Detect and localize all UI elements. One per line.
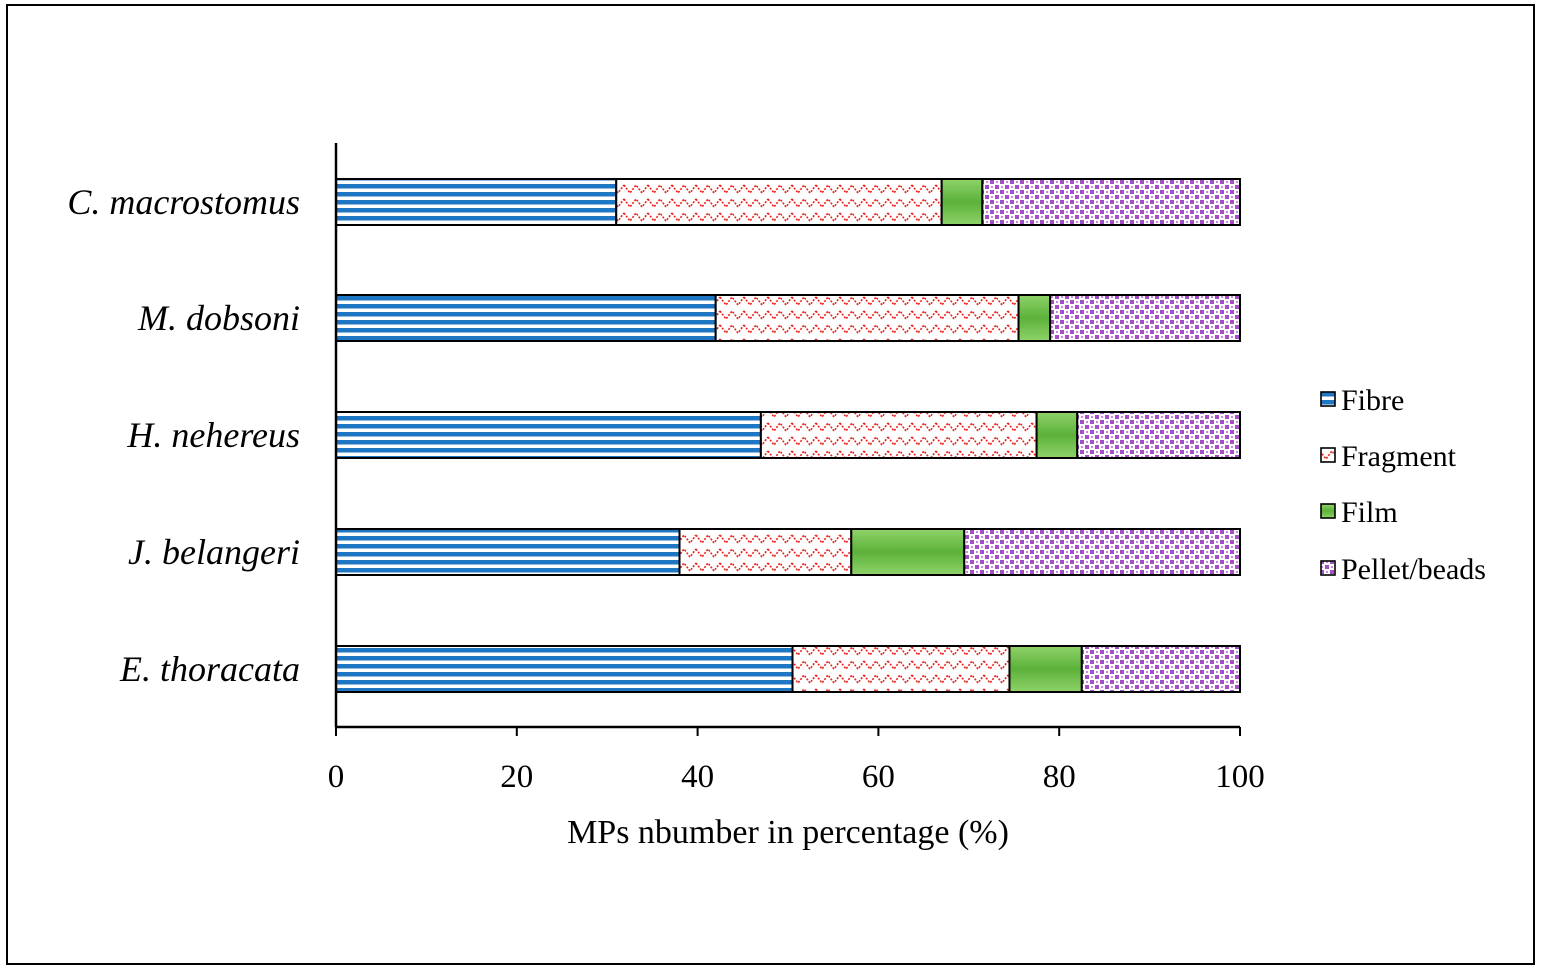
bar-m-dobsoni-pellet-beads	[1049, 294, 1242, 342]
legend-swatch-fragment	[1320, 447, 1336, 463]
x-tick-label-20: 20	[500, 759, 533, 795]
bar-h-nehereus-fragment	[759, 411, 1038, 459]
bar-m-dobsoni-fibre	[335, 294, 717, 342]
category-label-e-thoracata: E. thoracata	[119, 649, 300, 689]
x-axis-title: MPs nbumber in percentage (%)	[567, 814, 1009, 851]
bar-c-macrostomus-pellet-beads	[981, 178, 1241, 226]
x-tick-label-60: 60	[862, 759, 895, 795]
bar-e-thoracata-pellet-beads	[1080, 645, 1242, 693]
x-tick-label-100: 100	[1215, 759, 1265, 795]
bar-j-belangeri-film	[850, 528, 966, 576]
x-tick-label-0: 0	[328, 759, 345, 795]
bar-j-belangeri-fibre	[335, 528, 681, 576]
category-label-h-nehereus: H. nehereus	[126, 415, 300, 455]
chart-frame	[6, 4, 1535, 965]
bar-h-nehereus-film	[1035, 411, 1079, 459]
bar-h-nehereus-pellet-beads	[1076, 411, 1242, 459]
labels-group: C. macrostomus M. dobsoni H. nehereus J. be…	[67, 182, 1264, 851]
axes-group	[334, 143, 1241, 736]
category-label-c-macrostomus: C. macrostomus	[67, 182, 300, 222]
bar-e-thoracata-fragment	[791, 645, 1011, 693]
bar-m-dobsoni-fragment	[714, 294, 1020, 342]
bars-group	[335, 178, 1242, 693]
bar-e-thoracata-film	[1008, 645, 1083, 693]
bar-e-thoracata-fibre	[335, 645, 794, 693]
x-tick-label-80: 80	[1043, 759, 1076, 795]
legend-label-film: Film	[1341, 496, 1398, 529]
legend-swatch-fibre	[1320, 391, 1336, 407]
category-label-m-dobsoni: M. dobsoni	[137, 298, 300, 338]
bar-c-macrostomus-film	[940, 178, 984, 226]
bar-c-macrostomus-fragment	[615, 178, 943, 226]
legend-swatch-pellet-beads	[1320, 560, 1336, 576]
bar-m-dobsoni-film	[1017, 294, 1052, 342]
legend: Fibre Fragment Film Pellet/beads	[1320, 384, 1486, 586]
legend-label-pellet-beads: Pellet/beads	[1341, 553, 1486, 586]
category-label-j-belangeri: J. belangeri	[128, 532, 300, 572]
bar-j-belangeri-pellet-beads	[963, 528, 1242, 576]
legend-swatch-film	[1320, 503, 1336, 519]
legend-label-fibre: Fibre	[1341, 384, 1404, 417]
legend-label-fragment: Fragment	[1341, 440, 1457, 473]
bar-j-belangeri-fragment	[678, 528, 853, 576]
x-tick-label-40: 40	[681, 759, 714, 795]
bar-h-nehereus-fibre	[335, 411, 762, 459]
bar-c-macrostomus-fibre	[335, 178, 618, 226]
